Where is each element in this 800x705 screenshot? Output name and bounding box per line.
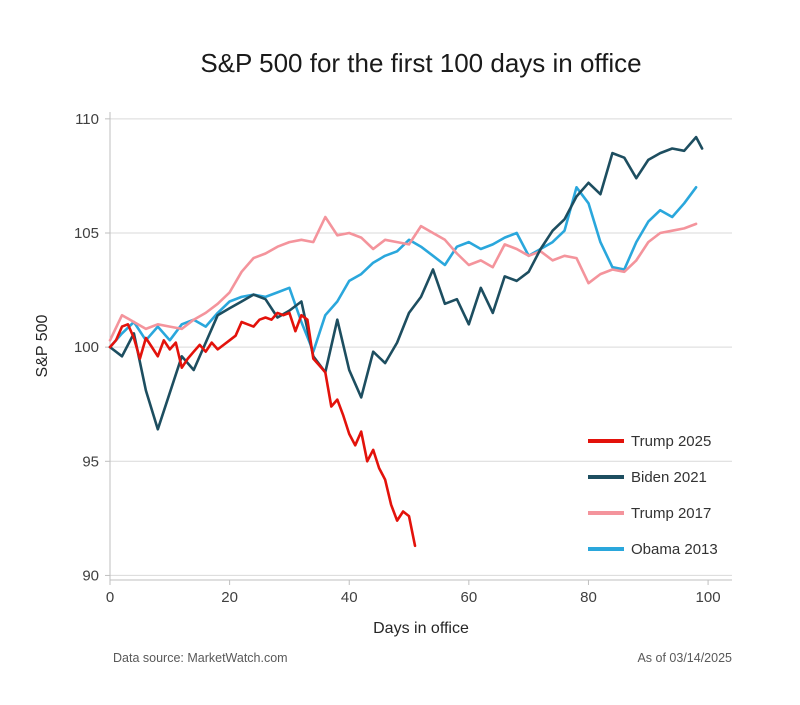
grid-layer [110, 118, 732, 576]
series-line-obama-2013 [108, 186, 698, 354]
legend-item-biden-2021: Biden 2021 [588, 469, 707, 486]
series-layer [108, 135, 704, 548]
series-line-trump-2025 [108, 311, 417, 548]
legend-label: Obama 2013 [631, 541, 718, 558]
legend-item-trump-2017: Trump 2017 [588, 505, 711, 522]
x-tick-label: 0 [106, 589, 114, 606]
x-axis-title: Days in office [373, 620, 469, 637]
legend-item-trump-2025: Trump 2025 [588, 433, 711, 450]
series-line-biden-2021 [108, 135, 704, 431]
footer-asof: As of 03/14/2025 [637, 651, 732, 665]
x-tick-label: 100 [696, 589, 721, 606]
y-tick-label: 110 [75, 111, 99, 128]
y-tick-label: 105 [74, 225, 99, 242]
y-tick-label: 95 [82, 453, 99, 470]
legend: Trump 2025 Biden 2021 Trump 2017 Obama 2013 [588, 433, 718, 558]
x-tick-label: 80 [580, 589, 597, 606]
series-line-trump-2017 [108, 215, 698, 342]
legend-item-obama-2013: Obama 2013 [588, 541, 718, 558]
y-axis-title: S&P 500 [34, 314, 51, 377]
legend-label: Trump 2017 [631, 505, 711, 522]
x-tick-label: 60 [461, 589, 478, 606]
y-tick-label: 100 [74, 339, 99, 356]
legend-label: Biden 2021 [631, 469, 707, 486]
chart-title: S&P 500 for the first 100 days in office [200, 48, 641, 78]
footer-source: Data source: MarketWatch.com [113, 651, 288, 665]
tick-label-layer: 0 20 40 60 80 100 90 95 100 105 110 [74, 111, 721, 606]
x-tick-label: 40 [341, 589, 358, 606]
y-tick-label: 90 [82, 567, 99, 584]
x-tick-label: 20 [221, 589, 238, 606]
legend-label: Trump 2025 [631, 433, 711, 450]
